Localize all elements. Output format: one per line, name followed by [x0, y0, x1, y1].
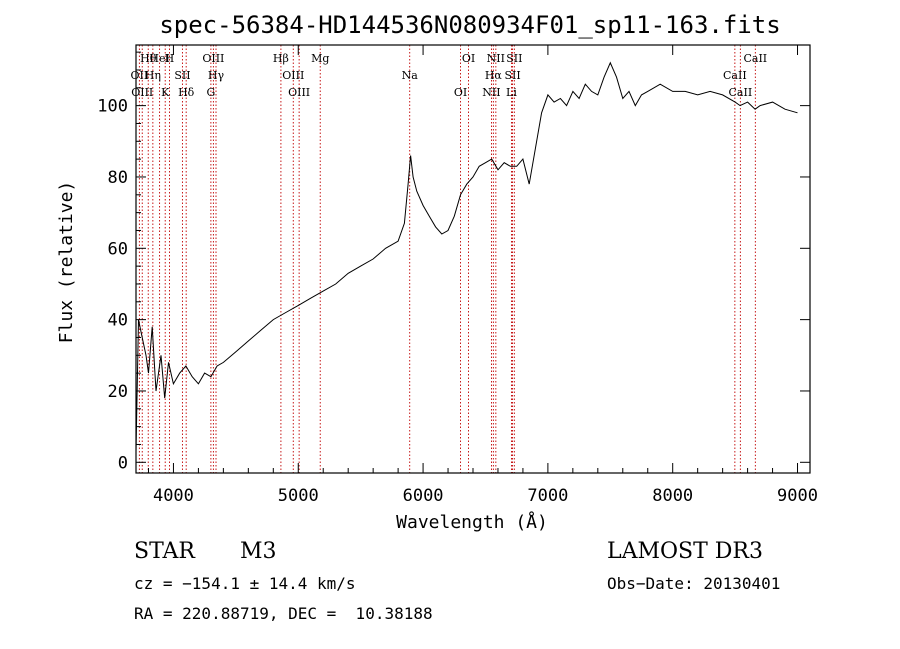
- subclass-label: M3: [240, 539, 277, 564]
- x-tick-label: 4000: [153, 486, 194, 506]
- chart-title: spec-56384-HD144536N080934F01_sp11-163.f…: [159, 11, 780, 39]
- line-marker-label: Hα: [485, 69, 503, 82]
- line-marker-label: OII: [131, 69, 149, 82]
- class-label: STAR: [134, 539, 195, 564]
- y-tick-label: 100: [97, 97, 128, 117]
- line-marker-labels: Hθ OII OIII HeI HηK H SII Hδ OIII Hγ G Hβ OIII OIII Mg…: [131, 52, 768, 99]
- x-tick-label: 8000: [652, 486, 693, 506]
- x-tick-label: 6000: [403, 486, 444, 506]
- line-marker-label: SII: [174, 69, 190, 82]
- line-marker-label: SII: [504, 69, 520, 82]
- obs-date: Obs−Date: 20130401: [607, 574, 781, 593]
- line-markers: [138, 45, 756, 473]
- line-marker-label: H: [165, 52, 175, 65]
- y-axis-ticks: 0 20 40 60 80 100: [97, 51, 810, 473]
- line-marker-label: OI: [454, 86, 467, 99]
- y-tick-label: 60: [108, 239, 128, 259]
- x-tick-label: 5000: [278, 486, 319, 506]
- line-marker-label: Hδ: [178, 86, 195, 99]
- line-marker-label: G: [206, 86, 215, 99]
- line-marker-label: OIII: [288, 86, 310, 99]
- line-marker-label: Hβ: [273, 52, 289, 65]
- y-tick-label: 0: [118, 453, 128, 473]
- x-axis-label: Wavelength (Å): [396, 511, 548, 533]
- cz-value: cz = −154.1 ± 14.4 km/s: [134, 574, 356, 593]
- line-marker-label: OIII: [202, 52, 224, 65]
- line-marker-label: NII: [487, 52, 505, 65]
- y-tick-label: 20: [108, 382, 128, 402]
- survey-label: LAMOST DR3: [607, 539, 763, 564]
- plot-frame: [135, 44, 811, 474]
- line-marker-label: Li: [506, 86, 517, 99]
- x-axis-ticks: 4000 5000 6000 7000 8000 9000: [147, 45, 818, 506]
- line-marker-label: OI: [462, 52, 475, 65]
- spectrum-line: [135, 61, 798, 452]
- line-marker-label: OIII: [131, 86, 153, 99]
- line-marker-label: Mg: [311, 52, 329, 65]
- line-marker-label: OIII: [282, 69, 304, 82]
- line-marker-label: Hγ: [208, 69, 225, 82]
- y-axis-label: Flux (relative): [56, 181, 77, 344]
- line-marker-label: CaII: [743, 52, 767, 65]
- line-marker-label: CaII: [723, 69, 747, 82]
- coordinates: RA = 220.88719, DEC = 10.38188: [134, 604, 433, 623]
- line-marker-label: Hη: [145, 69, 161, 82]
- y-tick-label: 80: [108, 168, 128, 188]
- line-marker-label: Na: [402, 69, 419, 82]
- x-tick-label: 9000: [777, 486, 818, 506]
- line-marker-label: SII: [506, 52, 522, 65]
- line-marker-label: Hθ: [140, 52, 157, 65]
- line-marker-label: CaII: [729, 86, 753, 99]
- x-tick-label: 7000: [527, 486, 568, 506]
- line-marker-label: K: [161, 86, 170, 99]
- y-tick-label: 40: [108, 311, 128, 331]
- line-marker-label: HeI: [149, 52, 169, 65]
- line-marker-label: NII: [482, 86, 500, 99]
